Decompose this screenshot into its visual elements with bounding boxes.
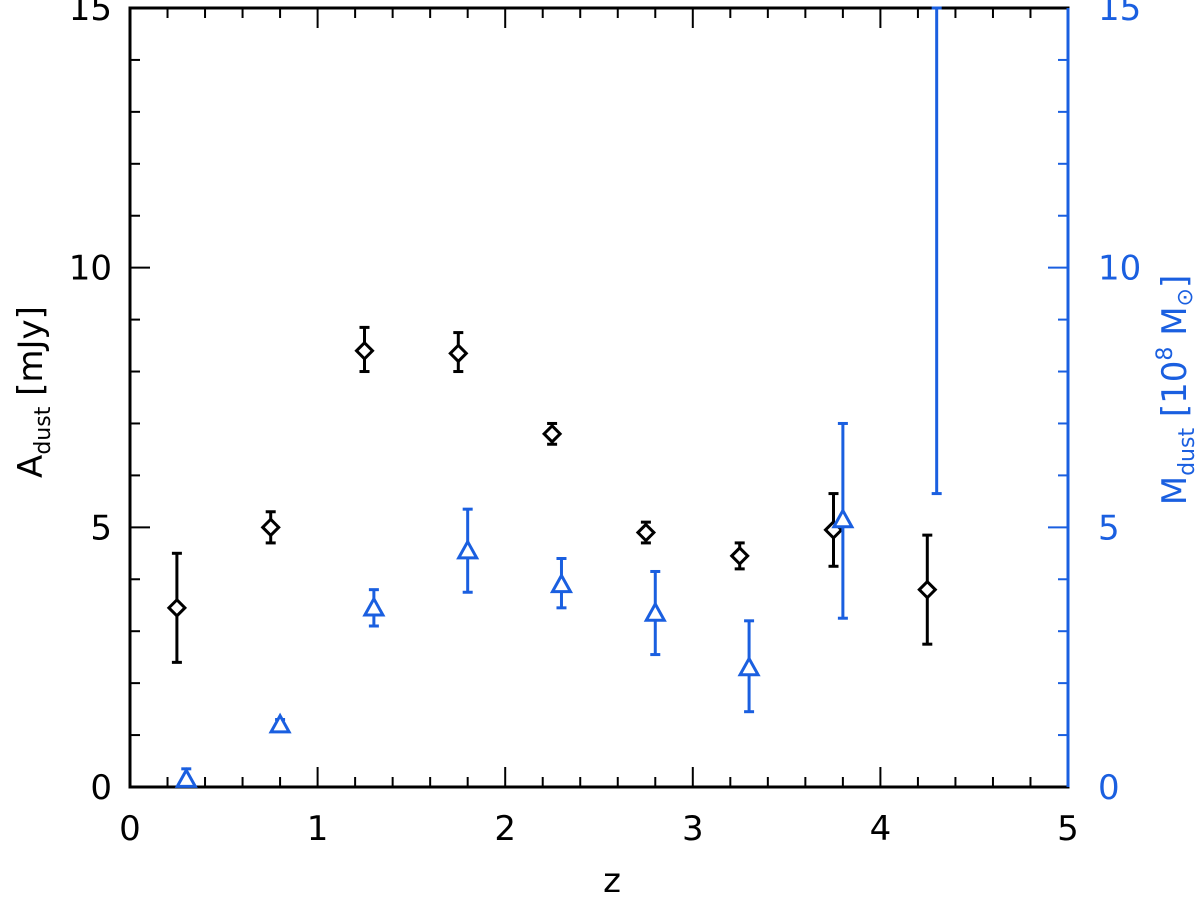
triangle-point xyxy=(456,507,480,594)
triangle-point xyxy=(737,619,761,714)
data-marks xyxy=(166,6,942,788)
x-tick-label: 2 xyxy=(494,809,516,849)
diamond-marker xyxy=(448,343,469,364)
y-tick-label: 0 xyxy=(90,768,112,808)
triangle-marker xyxy=(362,595,386,617)
triangle-point xyxy=(643,569,667,657)
y2-axis-label: Mdust [108 M⊙] xyxy=(1153,275,1200,506)
y-label-sub: dust xyxy=(31,406,56,454)
triangle-point xyxy=(268,712,292,734)
diamond-point xyxy=(448,331,469,374)
diamond-marker xyxy=(260,517,281,538)
x-tick-label: 5 xyxy=(1057,809,1079,849)
triangle-marker xyxy=(831,507,855,529)
diamond-marker xyxy=(354,340,375,361)
diamond-point xyxy=(260,510,281,545)
diamond-marker xyxy=(541,423,563,444)
triangle-marker xyxy=(268,712,292,734)
triangle-point xyxy=(931,6,942,496)
triangle-marker xyxy=(737,655,761,677)
diamond-point xyxy=(635,520,657,545)
x-tick-label: 4 xyxy=(870,809,892,849)
y2-label-msun: M xyxy=(1155,306,1195,346)
diamond-marker xyxy=(635,522,657,543)
y2-tick-label: 10 xyxy=(1098,249,1141,289)
x-tick-label: 3 xyxy=(682,809,704,849)
diamond-marker xyxy=(917,579,938,600)
y2-label-sub: dust xyxy=(1175,428,1200,476)
x-tick-label: 1 xyxy=(307,809,329,849)
y-label-unit: [mJy] xyxy=(11,306,51,396)
y2-tick-label: 5 xyxy=(1098,508,1120,548)
y2-tick-label: 0 xyxy=(1098,768,1120,808)
y-label-main: A xyxy=(11,455,51,478)
triangle-marker xyxy=(549,572,574,594)
svg-text:Mdust [108 M⊙]: Mdust [108 M⊙] xyxy=(1153,275,1200,506)
triangle-point xyxy=(549,556,574,610)
axis-ticks xyxy=(129,7,1069,788)
triangle-point xyxy=(174,767,198,788)
diamond-point xyxy=(354,325,375,374)
plot-frame xyxy=(128,6,1070,789)
y2-label-unit: [10 xyxy=(1155,361,1195,418)
triangle-point xyxy=(362,588,386,628)
diamond-point xyxy=(917,533,938,646)
diamond-point xyxy=(166,551,188,664)
y-tick-label: 5 xyxy=(90,508,112,548)
diamond-marker xyxy=(729,545,750,567)
y2-label-exp: 8 xyxy=(1153,347,1178,361)
diamond-point xyxy=(729,541,750,571)
x-tick-label: 0 xyxy=(119,809,141,849)
triangle-marker xyxy=(456,538,480,560)
svg-text:Adust [mJy]: Adust [mJy] xyxy=(11,306,56,478)
y2-label-main: M xyxy=(1155,476,1195,505)
y-axis-label: Adust [mJy] xyxy=(11,306,56,478)
y2-label-close: ] xyxy=(1155,275,1195,288)
diamond-marker xyxy=(166,597,188,618)
diamond-point xyxy=(823,492,844,568)
diamond-point xyxy=(541,421,563,446)
y-tick-label: 15 xyxy=(69,0,112,29)
y2-tick-label: 15 xyxy=(1098,0,1141,29)
y-tick-label: 10 xyxy=(69,249,112,289)
y2-label-sun-symbol: ⊙ xyxy=(1173,288,1198,306)
triangle-point xyxy=(831,421,855,620)
triangle-marker xyxy=(174,767,198,788)
triangle-marker xyxy=(643,600,667,622)
x-axis-label: z xyxy=(603,861,621,897)
